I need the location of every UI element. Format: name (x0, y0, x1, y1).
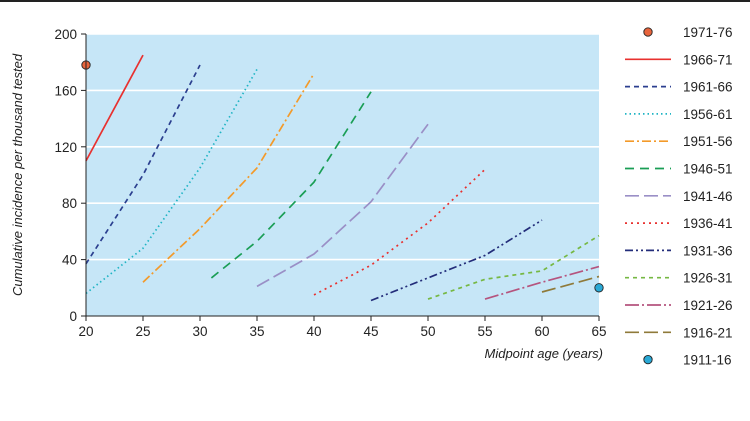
legend-swatch (643, 354, 653, 365)
legend-label: 1941-46 (683, 189, 733, 204)
series-line-1916-21 (541, 275, 600, 293)
x-tick-label: 25 (135, 324, 150, 339)
legend-label: 1921-26 (683, 298, 733, 313)
legend-label: 1951-56 (683, 134, 733, 149)
legend-label: 1946-51 (683, 162, 733, 177)
data-point-1911-16 (594, 283, 604, 293)
legend-label: 1961-66 (683, 80, 733, 95)
legend-label: 1911-16 (683, 353, 732, 368)
legend: 1971-76 1966-71 1961-66 1956-61 1951-56 1946-… (625, 25, 733, 368)
series-line-1951-56 (142, 73, 315, 283)
series-line-1966-71 (85, 54, 144, 162)
y-tick-label: 0 (69, 309, 77, 324)
legend-label: 1926-31 (683, 271, 733, 286)
x-tick-label: 55 (477, 324, 492, 339)
legend-label: 1956-61 (683, 107, 733, 122)
series-line-1936-41 (313, 168, 486, 296)
x-axis-label: Midpoint age (years) (485, 346, 604, 361)
series-line-1956-61 (85, 68, 258, 295)
series-line-1921-26 (484, 265, 600, 300)
top-rule (0, 0, 750, 2)
gridlines (86, 33, 599, 261)
series-line-1941-46 (256, 123, 429, 288)
y-tick-label: 40 (62, 253, 77, 268)
y-tick-label: 160 (54, 83, 77, 98)
legend-label: 1971-76 (683, 25, 733, 40)
legend-label: 1966-71 (683, 52, 733, 67)
axis-ticks: 20 25 30 35 40 45 50 55 60 65 0 40 80 120 160 200 (54, 27, 606, 339)
x-tick-label: 50 (420, 324, 435, 339)
legend-label: 1916-21 (683, 325, 733, 340)
x-tick-label: 45 (363, 324, 378, 339)
x-tick-label: 20 (78, 324, 93, 339)
series-layer (81, 54, 604, 302)
x-tick-label: 60 (534, 324, 549, 339)
x-tick-label: 65 (591, 324, 606, 339)
series-line-1926-31 (427, 234, 600, 300)
legend-label: 1936-41 (683, 216, 733, 231)
series-line-1931-36 (370, 219, 543, 302)
y-tick-label: 120 (54, 140, 77, 155)
x-tick-label: 35 (249, 324, 264, 339)
x-tick-label: 40 (306, 324, 321, 339)
y-axis-label: Cumulative incidence per thousand tested (10, 53, 25, 296)
legend-swatch (643, 27, 653, 37)
y-tick-label: 80 (62, 196, 77, 211)
y-tick-label: 200 (54, 27, 77, 42)
x-tick-label: 30 (192, 324, 207, 339)
plot-area (86, 34, 599, 316)
legend-label: 1931-36 (683, 243, 733, 258)
